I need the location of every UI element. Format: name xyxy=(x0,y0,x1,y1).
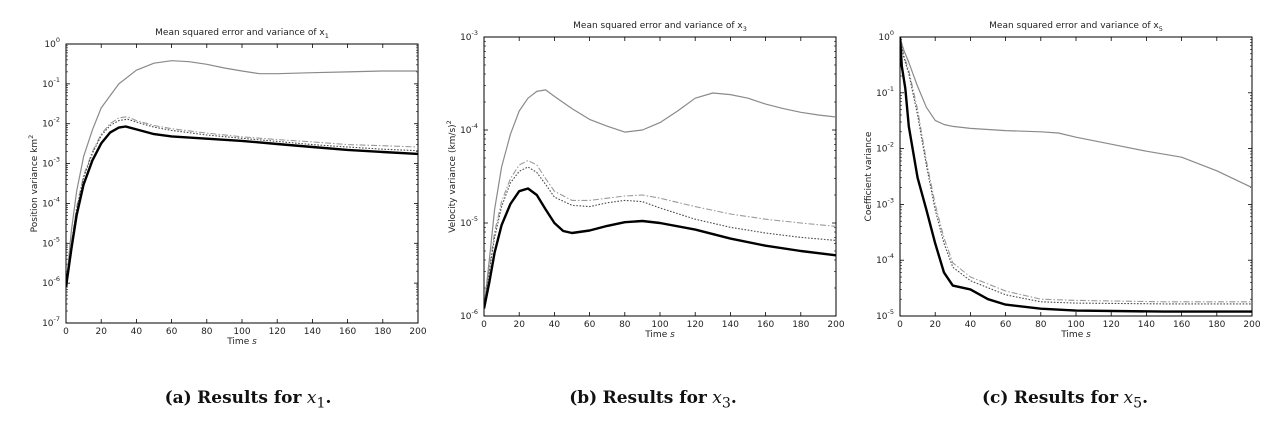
y-tick-label: 10-5 xyxy=(460,215,478,229)
y-tick-label: 10-5 xyxy=(42,235,60,249)
series-line-dashdot xyxy=(484,159,836,309)
y-axis-label: Coefficient variance xyxy=(864,131,874,221)
x-tick-label: 200 xyxy=(409,327,426,337)
series-line-dashdot xyxy=(900,37,1252,303)
x-tick-label: 60 xyxy=(1000,320,1012,330)
y-tick-label: 10-1 xyxy=(876,85,894,99)
caption-a: (a) Results for x1. xyxy=(164,388,332,412)
y-axis-label: Velocity variance (km/s)2 xyxy=(445,120,458,233)
x-tick-label: 60 xyxy=(166,327,178,337)
x-tick-label: 140 xyxy=(1138,320,1155,330)
x-tick-label: 140 xyxy=(722,320,739,330)
series-line-gray-solid xyxy=(484,89,836,309)
y-tick-label: 10-3 xyxy=(460,29,478,43)
x-axis-label: Time s xyxy=(1060,330,1091,340)
x-axis-label: Time s xyxy=(226,337,257,347)
y-tick-label: 10-3 xyxy=(42,156,60,170)
y-tick-label: 10-7 xyxy=(42,315,60,329)
x-tick-label: 100 xyxy=(1067,320,1084,330)
x-tick-label: 120 xyxy=(1103,320,1120,330)
y-tick-label: 10-4 xyxy=(876,252,894,266)
y-tick-label: 10-6 xyxy=(42,275,60,289)
x-tick-label: 40 xyxy=(549,320,561,330)
series-line-dotted xyxy=(900,37,1252,305)
x-tick-label: 80 xyxy=(1035,320,1047,330)
figure-panels: 10-7 10-6 10-5 10-4 10-3 10-2 10-1 100 0 20 40 60 80… xyxy=(27,21,1261,347)
x-tick-label: 180 xyxy=(1208,320,1225,330)
chart-title: Mean squared error and variance of x1 xyxy=(155,28,329,40)
x-tick-label: 100 xyxy=(233,327,250,337)
chart-panel-2: 10-6 10-5 10-4 10-3 0 20 40 60 80 100 120 140 160 180… xyxy=(445,21,845,340)
series-line-dotted xyxy=(66,118,418,288)
y-tick-label: 10-3 xyxy=(876,196,894,210)
chart-title: Mean squared error and variance of x3 xyxy=(573,21,747,33)
x-tick-label: 180 xyxy=(374,327,391,337)
y-axis-label: Position variance km2 xyxy=(27,135,40,233)
x-tick-label: 20 xyxy=(513,320,525,330)
x-tick-label: 200 xyxy=(827,320,844,330)
x-tick-label: 200 xyxy=(1243,320,1260,330)
series-line-black-thick xyxy=(900,37,1252,313)
y-tick-label: 10-2 xyxy=(42,116,60,130)
chart-panel-3: 10-5 10-4 10-3 10-2 10-1 100 0 20 40 60 80 100 120 14… xyxy=(864,21,1261,340)
y-tick-label: 100 xyxy=(878,29,894,43)
x-tick-label: 140 xyxy=(304,327,321,337)
y-tick-label: 10-5 xyxy=(876,308,894,322)
plot-frame xyxy=(483,36,837,317)
y-tick-label: 10-2 xyxy=(876,141,894,155)
x-tick-label: 40 xyxy=(131,327,143,337)
x-tick-label: 20 xyxy=(929,320,941,330)
x-tick-label: 0 xyxy=(481,320,487,330)
plot-frame xyxy=(65,43,419,324)
x-tick-label: 80 xyxy=(201,327,213,337)
caption-b: (b) Results for x3. xyxy=(569,388,737,412)
x-tick-label: 60 xyxy=(584,320,596,330)
series-line-dashdot xyxy=(66,116,418,288)
x-tick-label: 0 xyxy=(897,320,903,330)
x-tick-label: 20 xyxy=(95,327,107,337)
x-tick-label: 160 xyxy=(339,327,356,337)
x-tick-label: 160 xyxy=(757,320,774,330)
x-tick-label: 180 xyxy=(792,320,809,330)
y-tick-label: 10-4 xyxy=(460,122,478,136)
x-tick-label: 160 xyxy=(1173,320,1190,330)
x-tick-label: 80 xyxy=(619,320,631,330)
x-axis-label: Time s xyxy=(644,330,675,340)
caption-c: (c) Results for x5. xyxy=(981,388,1149,412)
y-tick-label: 10-6 xyxy=(460,308,478,322)
x-tick-label: 40 xyxy=(965,320,977,330)
series-line-gray-solid xyxy=(900,37,1252,189)
series-line-gray-solid xyxy=(66,60,418,288)
plot-frame xyxy=(899,36,1253,317)
x-tick-label: 120 xyxy=(687,320,704,330)
y-tick-label: 10-1 xyxy=(42,76,60,90)
chart-panel-1: 10-7 10-6 10-5 10-4 10-3 10-2 10-1 100 0 20 40 60 80… xyxy=(27,28,427,347)
x-tick-label: 0 xyxy=(63,327,69,337)
x-tick-label: 100 xyxy=(651,320,668,330)
y-tick-label: 10-4 xyxy=(42,195,60,209)
series-line-black-thick xyxy=(66,125,418,288)
y-tick-label: 100 xyxy=(44,36,60,50)
chart-title: Mean squared error and variance of x5 xyxy=(989,21,1163,33)
x-tick-label: 120 xyxy=(269,327,286,337)
series-line-black-thick xyxy=(484,187,836,309)
